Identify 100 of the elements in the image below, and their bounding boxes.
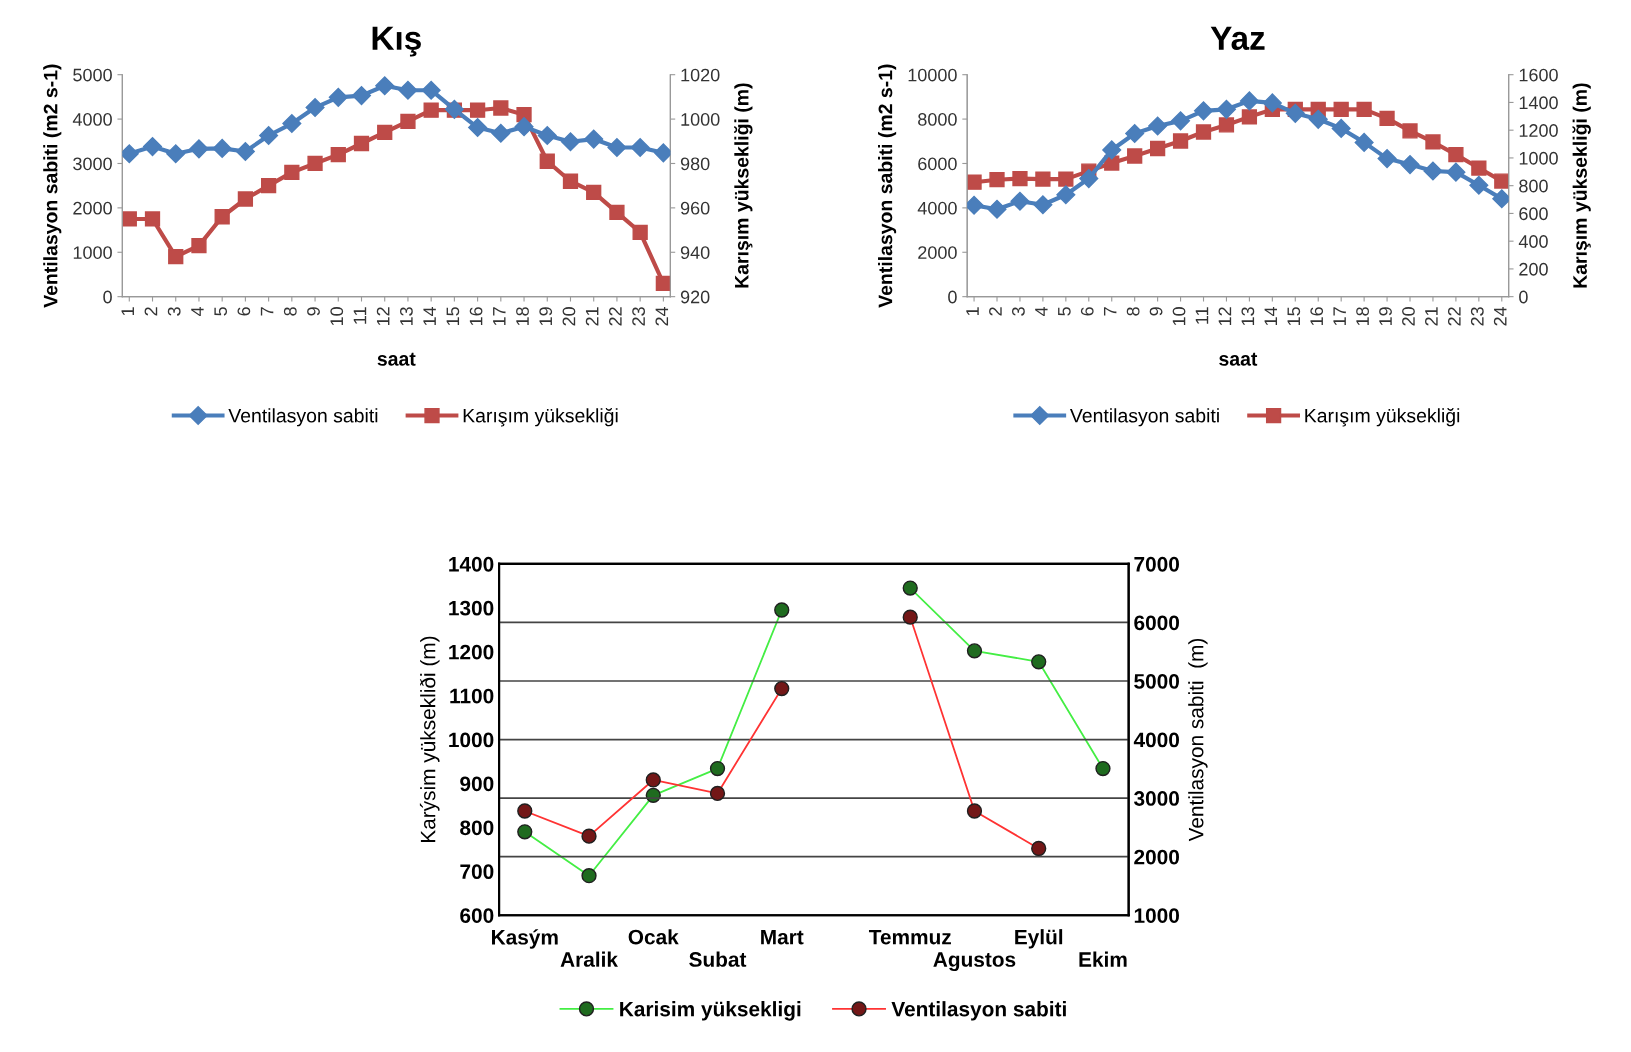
x-tick-label: 21: [1425, 307, 1438, 326]
x-tick-label: 13: [400, 307, 413, 326]
point: [122, 211, 137, 227]
point: [1377, 149, 1397, 169]
point: [493, 100, 509, 116]
x-tick-label: 20: [562, 307, 576, 326]
y2-axis-title: Ventilasyon sabiti (m): [1188, 638, 1208, 842]
point: [469, 102, 486, 118]
point: [330, 146, 346, 163]
y2-tick-label: 2000: [1134, 849, 1180, 865]
y2-tick-label: 4000: [1133, 732, 1180, 748]
x-tick-label: 11: [353, 307, 367, 324]
y2-tick-label: 1000: [681, 113, 720, 126]
point: [1425, 134, 1441, 150]
point: [653, 143, 671, 163]
y-tick-label: 600: [460, 908, 494, 923]
y2-tick-label: 960: [680, 201, 710, 215]
y-tick-label: 1200: [449, 644, 494, 660]
point: [400, 113, 416, 129]
x-tick-label: 24: [1493, 306, 1507, 326]
x-tick-label: 22: [608, 307, 622, 326]
point: [191, 237, 207, 254]
point: [1058, 171, 1074, 187]
y2-tick-label: 5000: [1134, 674, 1180, 689]
x-tick-label: 22: [1447, 307, 1461, 326]
point: [377, 124, 393, 141]
x-tick-label: 21: [585, 307, 599, 326]
point: [1241, 109, 1258, 125]
point: [237, 191, 254, 207]
x-tick-label: Eylül: [1015, 929, 1063, 949]
point: [142, 137, 163, 157]
y2-tick-label: 1600: [1519, 68, 1558, 82]
x-tick-label: 19: [539, 307, 553, 326]
x-axis-title: saat: [1219, 352, 1258, 366]
x-tick-label: 17: [1333, 307, 1346, 326]
point: [989, 172, 1005, 188]
point: [1354, 132, 1374, 152]
x-tick-label: 5: [214, 307, 228, 316]
point: [1239, 91, 1259, 111]
x-tick-label: 1: [121, 307, 134, 316]
chart-title: Kış: [372, 26, 421, 57]
point: [259, 125, 279, 146]
x-tick-label: 24: [655, 306, 669, 326]
point: [468, 117, 488, 138]
y-tick-label: 1300: [449, 600, 494, 616]
point: [260, 178, 277, 194]
point: [1033, 195, 1053, 215]
point: [1172, 133, 1189, 149]
point: [1262, 93, 1282, 113]
y-tick-label: 1000: [449, 732, 494, 748]
point: [1149, 140, 1166, 157]
x-tick-label: 18: [1356, 307, 1369, 326]
y-tick-label: 0: [103, 290, 112, 304]
point: [1331, 118, 1351, 138]
point: [212, 138, 232, 158]
chart-title: Yaz: [1210, 26, 1265, 51]
point: [144, 211, 161, 227]
x-tick-label: 6: [237, 307, 251, 316]
y-tick-label: 700: [460, 864, 494, 880]
y-axis-title: Ventilasyon sabiti (m2 s-1): [43, 64, 62, 308]
y2-tick-label: 1400: [1519, 96, 1558, 110]
y-tick-label: 4000: [72, 113, 112, 126]
x-tick-label: 4: [191, 306, 204, 317]
x-tick-label: 12: [376, 307, 390, 326]
y-tick-label: 1100: [450, 688, 494, 704]
x-tick-label: 12: [1218, 307, 1232, 326]
point: [1079, 169, 1099, 189]
point: [560, 132, 581, 152]
point: [539, 153, 555, 169]
y-tick-label: 10000: [908, 68, 957, 82]
legend-label: Ventilasyon sabiti: [891, 1001, 1066, 1021]
x-tick-label: 4: [1035, 306, 1048, 317]
x-tick-label: Ocak: [628, 929, 679, 945]
point: [987, 199, 1007, 219]
x-tick-label: 19: [1379, 307, 1392, 326]
x-tick-label: 2: [989, 307, 1002, 316]
y2-tick-label: 200: [1519, 262, 1548, 276]
point: [586, 184, 602, 200]
point: [1035, 171, 1051, 187]
point: [1423, 161, 1443, 181]
y2-axis-title: Karışım yüksekliği (m): [734, 83, 753, 288]
y-axis-title: Karýsim yüksekliði (m): [419, 636, 440, 843]
y2-tick-label: 1200: [1519, 124, 1558, 137]
x-tick-label: 3: [167, 307, 181, 316]
point: [351, 86, 372, 106]
point: [1356, 101, 1372, 118]
x-tick-label: 3: [1012, 307, 1025, 316]
x-tick-label: 7: [1103, 307, 1117, 316]
x-tick-label: 2: [144, 307, 158, 316]
x-tick-label: 5: [1058, 307, 1071, 316]
point: [632, 224, 648, 240]
point: [235, 141, 255, 162]
x-tick-label: 14: [423, 306, 436, 326]
x-tick-label: 9: [307, 307, 320, 316]
y2-tick-label: 6000: [1134, 615, 1180, 631]
x-tick-label: 23: [1470, 307, 1484, 326]
y-tick-label: 0: [948, 290, 957, 304]
x-tick-label: 8: [1126, 307, 1140, 316]
legend-label: Karışım yüksekliği: [463, 407, 618, 427]
point: [1471, 160, 1487, 176]
